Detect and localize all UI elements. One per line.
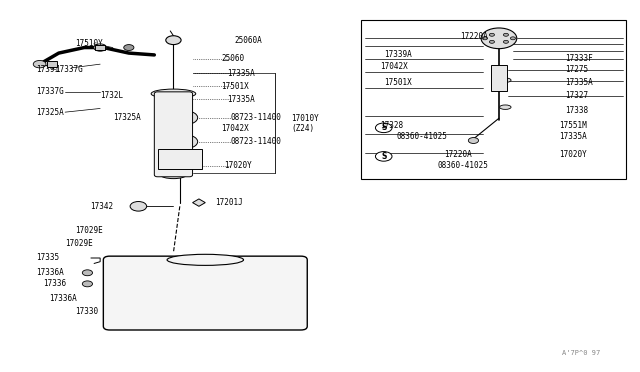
Circle shape <box>175 111 198 124</box>
FancyBboxPatch shape <box>154 92 193 177</box>
Text: 17337G: 17337G <box>56 65 83 74</box>
Text: 17335A: 17335A <box>559 132 587 141</box>
Text: S: S <box>381 123 387 132</box>
Text: 17328: 17328 <box>381 121 404 129</box>
Text: 17327: 17327 <box>565 91 588 100</box>
Text: 1732L: 1732L <box>100 91 124 100</box>
Circle shape <box>481 28 516 49</box>
Text: 17510Y: 17510Y <box>75 39 102 48</box>
Text: 17330: 17330 <box>75 307 98 316</box>
Circle shape <box>468 138 479 144</box>
Text: 08360-41025: 08360-41025 <box>438 161 489 170</box>
Text: 17220A: 17220A <box>460 32 488 41</box>
Text: 17335A: 17335A <box>565 78 593 87</box>
Text: S: S <box>381 152 387 161</box>
Text: 17336A: 17336A <box>36 268 64 277</box>
Ellipse shape <box>161 171 186 179</box>
Circle shape <box>376 151 392 161</box>
Text: 17335A: 17335A <box>228 69 255 78</box>
Text: 17020Y: 17020Y <box>559 150 587 159</box>
Text: 17335: 17335 <box>36 253 60 263</box>
Circle shape <box>490 33 495 36</box>
Ellipse shape <box>167 254 244 265</box>
Text: 17501X: 17501X <box>221 82 249 91</box>
Ellipse shape <box>500 78 511 82</box>
Text: 17201J: 17201J <box>215 198 243 207</box>
Text: 25060: 25060 <box>221 54 244 63</box>
Text: 17020Y: 17020Y <box>225 161 252 170</box>
Text: 17029E: 17029E <box>65 239 93 248</box>
Polygon shape <box>193 199 205 206</box>
Circle shape <box>490 40 495 43</box>
FancyBboxPatch shape <box>103 256 307 330</box>
Circle shape <box>33 61 46 68</box>
Text: 17029E: 17029E <box>75 226 102 235</box>
Text: 08723-11400: 08723-11400 <box>231 137 282 146</box>
Circle shape <box>130 202 147 211</box>
Text: 17336: 17336 <box>43 279 66 288</box>
Circle shape <box>376 123 392 132</box>
Bar <box>95 45 105 51</box>
Text: 17339A: 17339A <box>384 51 412 60</box>
Ellipse shape <box>151 89 196 98</box>
Text: 17010Y
(Z24): 17010Y (Z24) <box>291 113 319 133</box>
Circle shape <box>511 37 515 40</box>
Circle shape <box>124 45 134 51</box>
Circle shape <box>504 40 509 43</box>
Text: C: C <box>184 115 189 121</box>
Text: 17335A: 17335A <box>228 95 255 104</box>
Text: 17338: 17338 <box>565 106 588 115</box>
Circle shape <box>483 37 488 40</box>
Ellipse shape <box>172 126 188 131</box>
Bar <box>492 65 507 91</box>
Text: A'7P^0 97: A'7P^0 97 <box>562 350 600 356</box>
Circle shape <box>175 135 198 148</box>
Text: 17042X: 17042X <box>221 124 249 133</box>
Circle shape <box>504 33 509 36</box>
Text: 08360-41025: 08360-41025 <box>396 132 447 141</box>
Text: 17336A: 17336A <box>49 294 77 303</box>
Text: 25060A: 25060A <box>234 36 262 45</box>
Text: 17391: 17391 <box>36 65 60 74</box>
Circle shape <box>83 281 93 287</box>
Text: 17551M: 17551M <box>559 121 587 129</box>
Text: C: C <box>184 139 189 145</box>
Text: 17501X: 17501X <box>384 78 412 87</box>
Circle shape <box>83 270 93 276</box>
Ellipse shape <box>500 105 511 109</box>
Text: 17325A: 17325A <box>36 108 64 117</box>
Text: 17275: 17275 <box>565 65 588 74</box>
Text: 08723-11400: 08723-11400 <box>231 113 282 122</box>
Text: 17342: 17342 <box>91 202 114 211</box>
Bar <box>157 149 202 169</box>
Bar <box>47 61 58 67</box>
Text: 17333F: 17333F <box>565 54 593 63</box>
Circle shape <box>166 36 181 45</box>
Text: 17220A: 17220A <box>444 150 472 159</box>
Text: 17042X: 17042X <box>381 61 408 71</box>
Text: 17337G: 17337G <box>36 87 64 96</box>
Bar <box>362 20 626 179</box>
Circle shape <box>94 44 106 51</box>
Text: 17325A: 17325A <box>113 113 141 122</box>
